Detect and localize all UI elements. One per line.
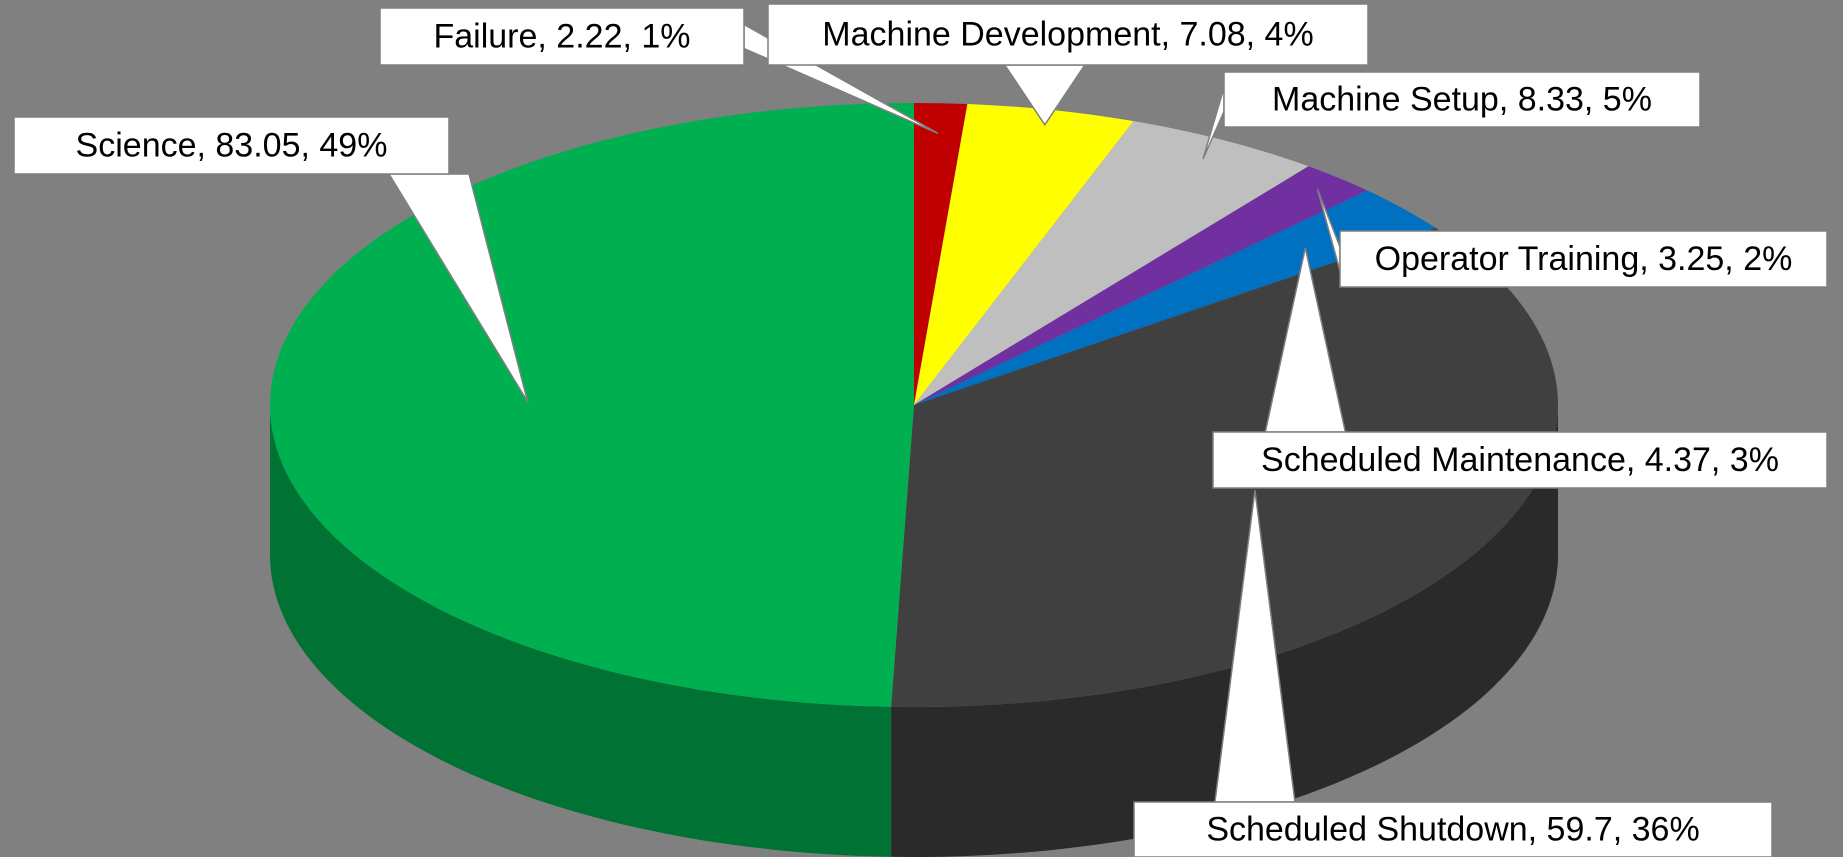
label-box-cover	[1341, 232, 1826, 286]
slice-side	[270, 405, 892, 857]
slice	[914, 166, 1368, 405]
slice-side	[891, 405, 1558, 857]
label-box-cover	[1225, 73, 1699, 126]
data-label: Machine Development, 7.08, 4%	[822, 15, 1313, 53]
slice	[914, 104, 1134, 405]
label-box-cover	[769, 5, 1367, 64]
label-box-cover	[1135, 803, 1771, 856]
label-box-cover	[15, 118, 448, 173]
slice	[914, 121, 1309, 405]
label-box-cover	[381, 9, 743, 64]
data-label: Operator Training, 3.25, 2%	[1375, 240, 1793, 278]
data-label: Scheduled Maintenance, 4.37, 3%	[1261, 441, 1779, 479]
data-label: Science, 83.05, 49%	[76, 126, 388, 164]
slice	[914, 103, 968, 405]
data-label: Machine Setup, 8.33, 5%	[1272, 80, 1652, 118]
label-box-cover	[1214, 433, 1826, 487]
data-label: Scheduled Shutdown, 59.7, 36%	[1206, 810, 1699, 848]
slice	[270, 103, 914, 707]
slice	[914, 190, 1436, 405]
data-label: Failure, 2.22, 1%	[433, 17, 690, 55]
